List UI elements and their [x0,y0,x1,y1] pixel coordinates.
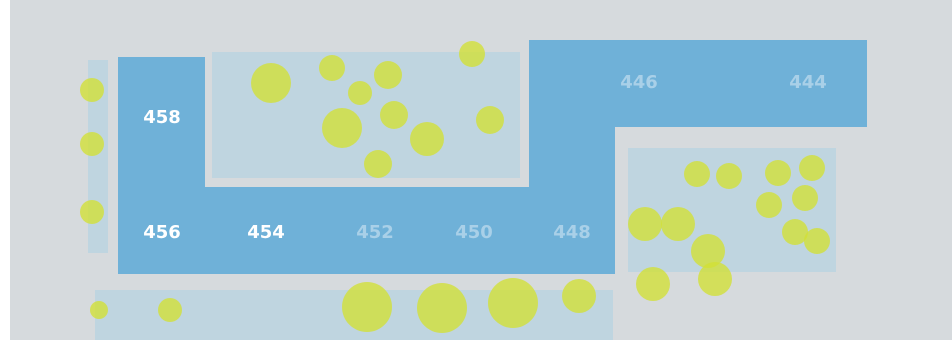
tree-icon [488,278,538,328]
tree-icon [562,279,596,313]
tree-icon [410,122,444,156]
room-label-450[interactable]: 450 [455,222,493,243]
building-corridor[interactable] [118,40,867,274]
tree-icon [342,282,392,332]
tree-icon [476,106,504,134]
tree-icon [158,298,182,322]
tree-icon [636,267,670,301]
room-label-444[interactable]: 444 [789,72,827,93]
tree-icon [628,207,662,241]
tree-icon [661,207,695,241]
tree-icon [459,41,485,67]
tree-icon [348,81,372,105]
trees [80,41,830,333]
tree-icon [799,155,825,181]
tree-icon [80,78,104,102]
tree-icon [80,200,104,224]
room-label-446[interactable]: 446 [620,72,658,93]
tree-icon [319,55,345,81]
tree-icon [684,161,710,187]
tree-icon [251,63,291,103]
tree-icon [691,234,725,268]
tree-icon [756,192,782,218]
tree-icon [374,61,402,89]
tree-icon [792,185,818,211]
room-label-454[interactable]: 454 [247,222,285,243]
room-label-458[interactable]: 458 [143,107,181,128]
tree-icon [716,163,742,189]
tree-icon [380,101,408,129]
tree-icon [80,132,104,156]
tree-icon [698,262,732,296]
tree-icon [804,228,830,254]
tree-icon [782,219,808,245]
tree-icon [90,301,108,319]
room-label-448[interactable]: 448 [553,222,591,243]
tree-icon [417,283,467,333]
room-label-452[interactable]: 452 [356,222,394,243]
tree-icon [322,108,362,148]
tree-icon [364,150,392,178]
tree-icon [765,160,791,186]
room-label-456[interactable]: 456 [143,222,181,243]
